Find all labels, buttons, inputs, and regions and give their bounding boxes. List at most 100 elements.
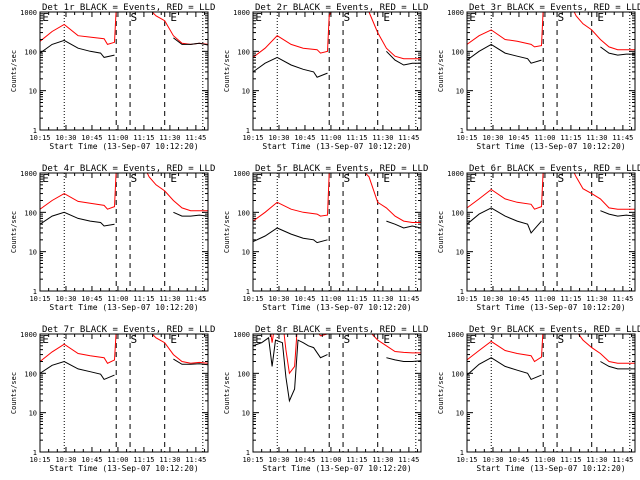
x-tick-label: 11:00 <box>320 134 341 142</box>
chart-title: Det 3r BLACK = Events, RED = LLD <box>469 3 640 13</box>
x-tick-label: 11:15 <box>133 456 154 464</box>
series-line-lld <box>253 12 421 60</box>
x-tick-label: 10:30 <box>268 134 289 142</box>
marker-e-1: E <box>469 11 476 24</box>
x-tick-label: 10:30 <box>55 456 76 464</box>
x-tick-label: 10:30 <box>55 295 76 303</box>
marker-s-2: S <box>558 11 565 24</box>
series-line-lld <box>40 334 208 364</box>
marker-e-1: E <box>469 333 476 346</box>
plot-area <box>40 12 208 58</box>
marker-e-3: E <box>383 172 390 185</box>
y-tick-label: 1 <box>246 127 250 135</box>
plot-frame <box>39 11 209 131</box>
marker-e-3: E <box>383 333 390 346</box>
series-line-events <box>253 336 421 403</box>
y-tick-label: 100 <box>451 209 464 217</box>
x-tick-label: 10:45 <box>294 295 315 303</box>
series-line-events <box>467 43 635 64</box>
plot-area <box>253 173 421 244</box>
marker-s-2: S <box>558 172 565 185</box>
plot-area <box>467 12 635 64</box>
x-tick-label: 10:45 <box>81 456 102 464</box>
plot-area <box>40 173 208 227</box>
y-tick-label: 1 <box>460 127 464 135</box>
marker-s-2: S <box>131 172 138 185</box>
x-tick-label: 11:45 <box>185 295 206 303</box>
plot-frame <box>252 333 422 453</box>
marker-e-3: E <box>170 172 177 185</box>
marker-e-3: E <box>597 333 604 346</box>
x-axis-label: Start Time (13-Sep-07 10:12:20) <box>476 303 625 312</box>
marker-e-3: E <box>597 11 604 24</box>
x-tick-label: 10:15 <box>456 295 477 303</box>
x-tick-label: 10:30 <box>482 456 503 464</box>
x-tick-label: 11:00 <box>534 456 555 464</box>
x-tick-label: 11:30 <box>372 295 393 303</box>
y-tick-label: 1000 <box>20 331 37 339</box>
x-tick-label: 11:00 <box>107 456 128 464</box>
x-tick-label: 10:15 <box>242 295 263 303</box>
x-tick-label: 11:45 <box>185 456 206 464</box>
series-line-events <box>467 207 635 234</box>
series-line-lld <box>467 12 635 51</box>
marker-e-3: E <box>170 333 177 346</box>
x-tick-label: 11:15 <box>346 134 367 142</box>
y-axis-label: Counts/sec <box>223 211 231 253</box>
x-tick-label: 11:15 <box>560 456 581 464</box>
x-tick-label: 11:30 <box>159 295 180 303</box>
x-tick-label: 11:45 <box>612 134 633 142</box>
x-tick-label: 10:45 <box>294 456 315 464</box>
x-tick-label: 11:15 <box>346 295 367 303</box>
plot-frame <box>39 333 209 453</box>
x-axis-label: Start Time (13-Sep-07 10:12:20) <box>476 142 625 151</box>
x-tick-label: 10:30 <box>268 456 289 464</box>
marker-e-1: E <box>42 172 49 185</box>
y-tick-label: 1 <box>246 288 250 296</box>
y-axis-label: Counts/sec <box>10 50 18 92</box>
marker-s-2: S <box>344 172 351 185</box>
chart-title: Det 4r BLACK = Events, RED = LLD <box>42 164 215 174</box>
y-tick-label: 1000 <box>20 170 37 178</box>
y-tick-label: 100 <box>24 48 37 56</box>
y-tick-label: 1000 <box>20 9 37 17</box>
y-tick-label: 10 <box>456 249 464 257</box>
x-tick-label: 10:15 <box>242 134 263 142</box>
y-tick-label: 10 <box>29 410 37 418</box>
marker-e-1: E <box>255 11 262 24</box>
y-tick-label: 100 <box>237 209 250 217</box>
x-tick-label: 11:00 <box>107 295 128 303</box>
chart-title: Det 7r BLACK = Events, RED = LLD <box>42 325 215 335</box>
x-tick-label: 11:30 <box>586 134 607 142</box>
x-tick-label: 11:45 <box>398 456 419 464</box>
x-tick-label: 10:30 <box>482 134 503 142</box>
x-tick-label: 11:15 <box>560 295 581 303</box>
y-tick-label: 10 <box>242 410 250 418</box>
plot-area <box>253 12 421 78</box>
y-tick-label: 10 <box>456 88 464 96</box>
x-tick-label: 10:15 <box>456 456 477 464</box>
x-tick-label: 10:15 <box>29 456 50 464</box>
plot-frame <box>39 172 209 292</box>
marker-e-3: E <box>170 11 177 24</box>
chart-title: Det 9r BLACK = Events, RED = LLD <box>469 325 640 335</box>
y-axis-label: Counts/sec <box>10 211 18 253</box>
x-tick-label: 11:00 <box>320 456 341 464</box>
x-tick-label: 10:15 <box>29 134 50 142</box>
y-tick-label: 1000 <box>447 9 464 17</box>
series-line-events <box>40 211 208 227</box>
x-axis-label: Start Time (13-Sep-07 10:12:20) <box>476 464 625 473</box>
y-tick-label: 10 <box>29 249 37 257</box>
series-line-events <box>40 37 208 58</box>
x-tick-label: 10:45 <box>294 134 315 142</box>
x-tick-label: 10:15 <box>456 134 477 142</box>
y-axis-label: Counts/sec <box>437 50 445 92</box>
y-tick-label: 10 <box>242 249 250 257</box>
y-tick-label: 1000 <box>447 170 464 178</box>
y-tick-label: 1 <box>246 449 250 457</box>
plot-frame <box>252 11 422 131</box>
